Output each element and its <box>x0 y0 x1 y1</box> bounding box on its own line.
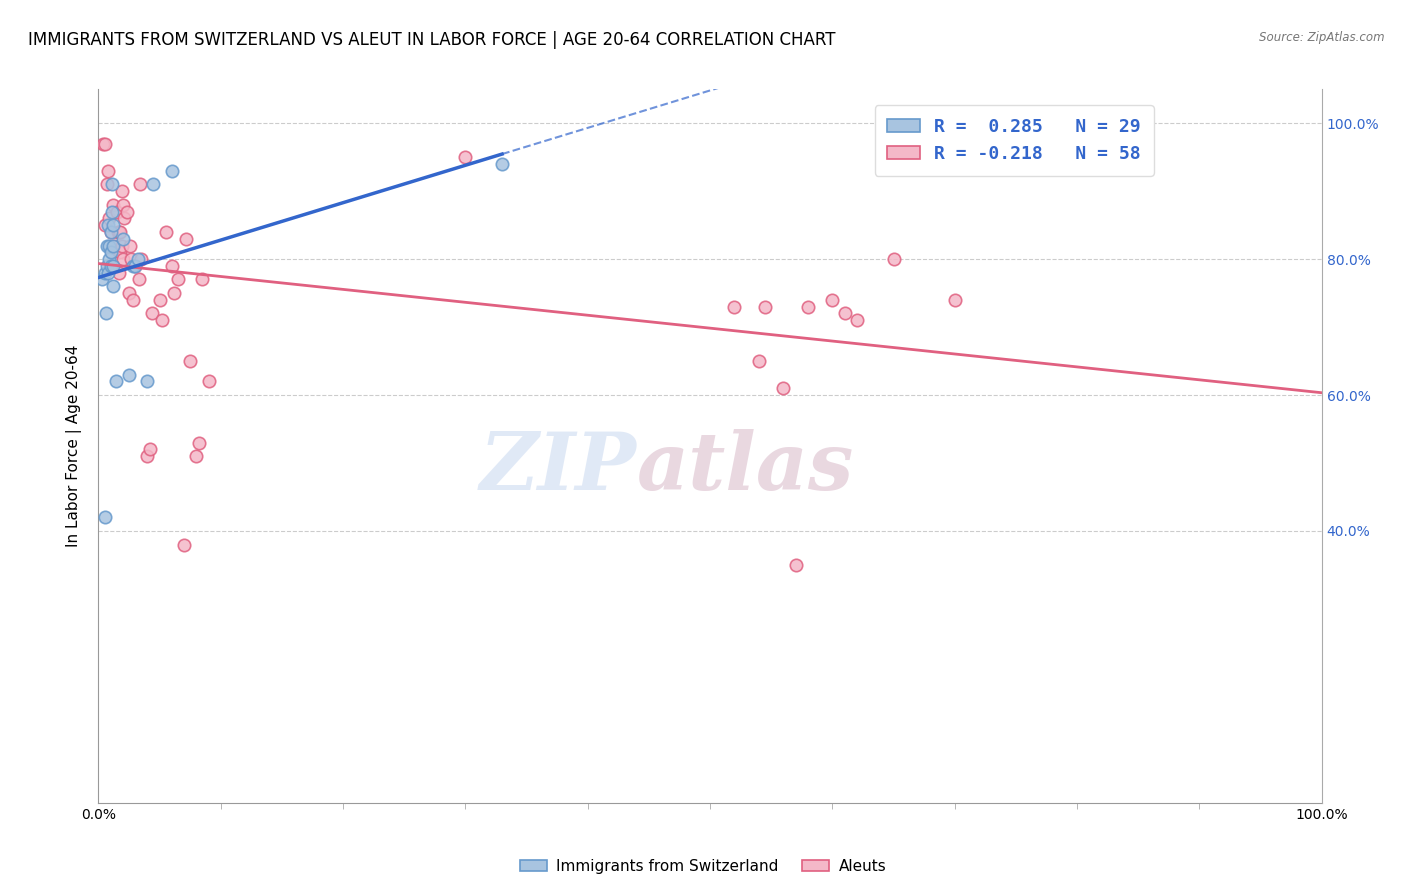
Point <box>110 225 132 239</box>
Point <box>160 259 183 273</box>
Point <box>93 218 115 232</box>
Point <box>94 306 117 320</box>
Point <box>129 252 152 266</box>
Point <box>97 163 120 178</box>
Point <box>754 300 776 314</box>
Point <box>127 252 149 266</box>
Point <box>821 293 844 307</box>
Point <box>101 238 124 252</box>
Point <box>943 293 966 307</box>
Point <box>105 204 128 219</box>
Point <box>186 449 208 463</box>
Point <box>723 300 745 314</box>
Point <box>785 558 807 572</box>
Point <box>101 198 124 212</box>
Point <box>101 279 124 293</box>
Point <box>163 286 186 301</box>
Point <box>187 435 209 450</box>
Point <box>111 252 134 266</box>
Point <box>150 313 173 327</box>
Point <box>160 163 183 178</box>
Point <box>111 184 134 198</box>
Point <box>149 293 172 307</box>
Point <box>454 150 477 164</box>
Point <box>96 178 118 192</box>
Legend: R =  0.285   N = 29, R = -0.218   N = 58: R = 0.285 N = 29, R = -0.218 N = 58 <box>875 105 1153 176</box>
Point <box>91 136 114 151</box>
Point <box>98 238 121 252</box>
Legend: Immigrants from Switzerland, Aleuts: Immigrants from Switzerland, Aleuts <box>513 853 893 880</box>
Point <box>124 259 146 273</box>
Point <box>91 272 114 286</box>
Point <box>141 306 163 320</box>
Point <box>118 286 141 301</box>
Point <box>197 375 219 389</box>
Point <box>101 204 124 219</box>
Point <box>124 259 146 273</box>
Point <box>93 136 115 151</box>
Point <box>191 272 214 286</box>
Point <box>173 537 195 551</box>
Point <box>112 211 135 226</box>
Point <box>121 259 143 273</box>
Point <box>167 272 190 286</box>
Point <box>155 225 177 239</box>
Point <box>101 178 124 192</box>
Point <box>128 272 150 286</box>
Point <box>111 232 134 246</box>
Point <box>108 225 131 239</box>
Text: atlas: atlas <box>637 429 853 506</box>
Point <box>93 266 115 280</box>
Point <box>108 266 131 280</box>
Point <box>179 354 201 368</box>
Point <box>110 245 132 260</box>
Point <box>96 259 118 273</box>
Point <box>115 204 138 219</box>
Point <box>107 225 129 239</box>
Point <box>121 293 143 307</box>
Point <box>100 225 122 239</box>
Point <box>103 238 125 252</box>
Point <box>748 354 770 368</box>
Text: ZIP: ZIP <box>479 429 637 506</box>
Point <box>139 442 162 457</box>
Point <box>98 211 121 226</box>
Point <box>100 245 122 260</box>
Point <box>772 381 794 395</box>
Point <box>136 375 159 389</box>
Point <box>129 178 152 192</box>
Point <box>120 252 142 266</box>
Point <box>111 238 134 252</box>
Point <box>136 449 159 463</box>
Y-axis label: In Labor Force | Age 20-64: In Labor Force | Age 20-64 <box>66 345 83 547</box>
Point <box>100 259 122 273</box>
Text: IMMIGRANTS FROM SWITZERLAND VS ALEUT IN LABOR FORCE | AGE 20-64 CORRELATION CHAR: IMMIGRANTS FROM SWITZERLAND VS ALEUT IN … <box>28 31 835 49</box>
Point <box>97 218 120 232</box>
Point <box>176 232 198 246</box>
Point <box>120 238 142 252</box>
Point <box>142 178 165 192</box>
Point <box>797 300 820 314</box>
Point <box>93 510 115 524</box>
Point <box>100 225 122 239</box>
Point <box>96 238 118 252</box>
Point <box>834 306 856 320</box>
Text: Source: ZipAtlas.com: Source: ZipAtlas.com <box>1260 31 1385 45</box>
Point <box>491 157 513 171</box>
Point <box>101 218 124 232</box>
Point <box>101 245 124 260</box>
Point <box>97 266 120 280</box>
Point <box>118 368 141 382</box>
Point <box>104 375 127 389</box>
Point <box>845 313 868 327</box>
Point <box>111 198 134 212</box>
Point <box>101 259 124 273</box>
Point <box>883 252 905 266</box>
Point <box>98 252 121 266</box>
